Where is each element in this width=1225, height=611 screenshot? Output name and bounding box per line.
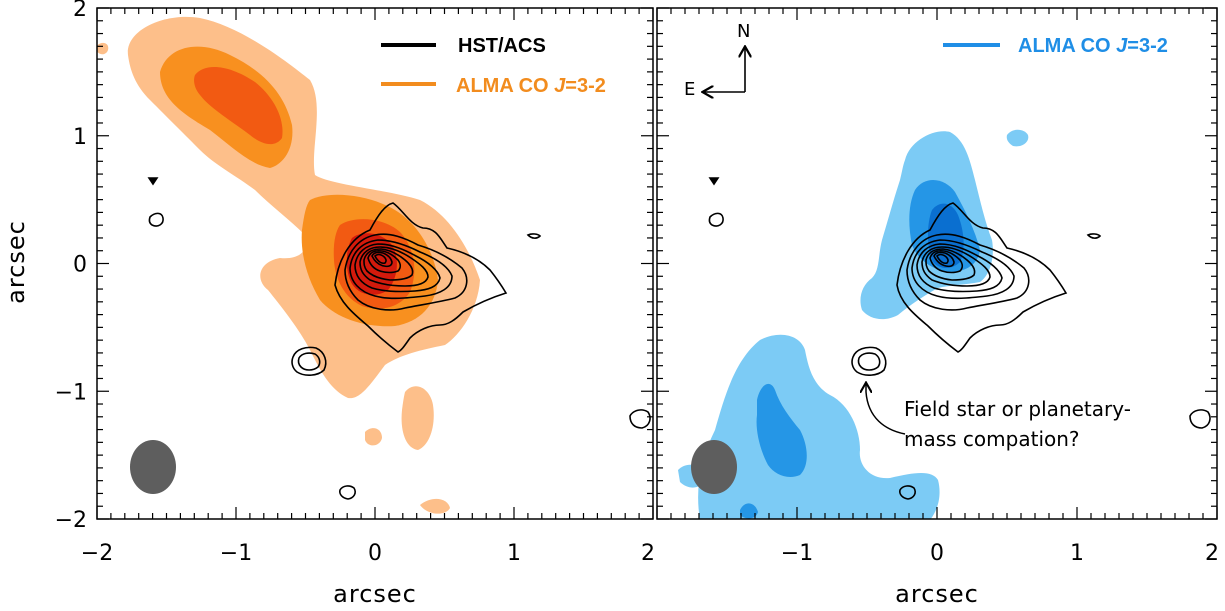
x-tick-label: 0 (930, 541, 944, 566)
left-x-axis-label: arcsec (333, 580, 417, 608)
left-hst-knot-c (526, 233, 542, 239)
right-hst-c3 (911, 239, 1015, 300)
x-tick-label: −1 (220, 541, 252, 566)
left-hst-c2 (344, 233, 468, 311)
left-hst-star-outer (291, 346, 327, 376)
left-hst-star-inner (297, 352, 321, 371)
x-tick-label: 2 (1205, 541, 1219, 566)
right-hst-knot-e (1189, 409, 1211, 429)
right-hst-c5 (921, 246, 991, 287)
right-hst-star-inner (857, 352, 881, 371)
y-tick-label: 1 (73, 125, 87, 150)
left-co-blob-d (420, 498, 450, 514)
left-legend: HST/ACS ALMA CO J=3-2 (381, 35, 606, 97)
right-hst-knot-d (899, 485, 916, 500)
x-tick-label: −1 (781, 541, 813, 566)
left-hst-knot-b (147, 177, 159, 186)
right-x-axis-label: arcsec (895, 580, 979, 608)
right-hst-outer (896, 202, 1068, 353)
left-hst-knot-d (339, 485, 356, 500)
y-tick-label: 0 (73, 253, 87, 278)
right-hst-c4 (916, 243, 1003, 293)
left-panel: HST/ACS ALMA CO J=3-2 arcsec arcsec −2 −1… (2, 0, 655, 608)
left-co-level-3 (194, 66, 283, 145)
right-co-contours (678, 129, 1029, 519)
right-co-blob-a (1006, 129, 1029, 147)
right-beam-ellipse (691, 440, 737, 494)
left-hst-c6 (363, 248, 414, 281)
left-hst-knot-e (629, 409, 651, 429)
right-hst-c6 (925, 248, 976, 281)
right-co-level-2b (756, 383, 807, 477)
right-hst-c8 (933, 251, 955, 268)
compass-north-label: N (737, 21, 750, 42)
legend-hst-label: HST/ACS (458, 35, 546, 57)
right-panel: ALMA CO J=3-2 N E Field star or planetar… (656, 7, 1219, 608)
y-tick-label: −2 (55, 508, 87, 533)
left-hst-c4 (354, 243, 441, 293)
left-hst-c7 (367, 249, 402, 274)
legend-alma-blue-label: ALMA CO J=3-2 (1018, 35, 1168, 57)
annotation: Field star or planetary- mass compation? (866, 384, 1131, 451)
legend-alma-label: ALMA CO J=3-2 (456, 75, 606, 97)
right-hst-contours (708, 177, 1211, 500)
left-co-contours (97, 16, 480, 514)
left-ticks: −2 −1 0 1 2 2 1 0 −1 −2 (55, 0, 655, 566)
right-hst-c2 (906, 233, 1030, 311)
left-hst-c8 (371, 251, 393, 268)
right-hst-knot-b (708, 177, 720, 186)
left-co-blob-b (401, 386, 434, 450)
right-co-level-1b (698, 334, 940, 519)
annotation-arrow (866, 384, 906, 435)
right-hst-c9 (936, 253, 949, 265)
left-beam-ellipse (130, 440, 176, 494)
annotation-line-1: Field star or planetary- (904, 397, 1131, 421)
x-tick-label: −2 (81, 541, 113, 566)
left-hst-c9 (374, 253, 387, 265)
compass-east-label: E (684, 79, 695, 100)
left-hst-contours (147, 177, 651, 500)
left-hst-c3 (349, 239, 453, 300)
right-hst-knot-a (708, 212, 724, 227)
x-tick-label: 1 (1070, 541, 1084, 566)
y-axis-label: arcsec (2, 220, 30, 304)
right-hst-c7 (929, 249, 964, 274)
annotation-line-2: mass compation? (904, 427, 1080, 451)
y-tick-label: −1 (55, 380, 87, 405)
x-tick-label: 2 (641, 541, 655, 566)
compass: N E (684, 21, 750, 100)
right-hst-knot-c (1086, 233, 1102, 239)
y-tick-label: 2 (73, 0, 87, 22)
left-hst-knot-a (148, 212, 164, 227)
right-co-level-2c (740, 503, 758, 519)
right-hst-star-outer (851, 346, 887, 376)
left-hst-outer (334, 202, 508, 353)
left-co-blob-c (365, 428, 382, 446)
right-legend: ALMA CO J=3-2 (943, 35, 1168, 57)
x-tick-label: 1 (507, 541, 521, 566)
x-tick-label: 0 (368, 541, 382, 566)
left-hst-c5 (359, 246, 429, 287)
right-ticks: −1 0 1 2 (656, 7, 1219, 566)
